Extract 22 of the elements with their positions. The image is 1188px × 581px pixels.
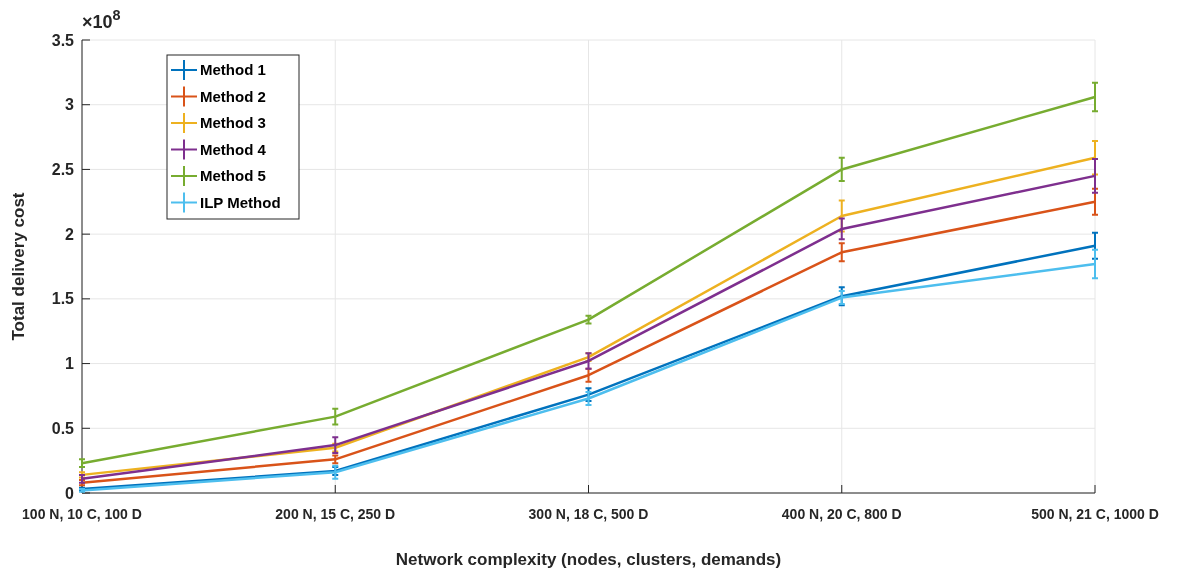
y-tick-label: 1.5 <box>51 290 75 308</box>
legend-label: Method 1 <box>200 61 266 79</box>
legend-label: ILP Method <box>200 193 281 211</box>
x-tick-label: 300 N, 18 C, 500 D <box>528 506 649 522</box>
legend-label: Method 4 <box>200 140 267 158</box>
text: ×10$^{8}$ <box>82 7 121 32</box>
y-tick-label: 2 <box>65 225 75 243</box>
y-axis-title: Total delivery cost <box>9 192 28 341</box>
legend-label: Method 2 <box>200 87 266 105</box>
y-tick-label: 3.5 <box>51 31 75 49</box>
y-tick-label: 1 <box>65 355 75 373</box>
y-tick-label: 2.5 <box>51 161 75 179</box>
y-tick-label: 0.5 <box>51 419 75 437</box>
y-tick-label: 3 <box>65 96 75 114</box>
x-tick-label: 500 N, 21 C, 1000 D <box>1031 506 1159 522</box>
x-tick-label: 400 N, 20 C, 800 D <box>781 506 902 522</box>
x-axis-title: Network complexity (nodes, clusters, demands) <box>395 550 782 569</box>
y-tick-label: 0 <box>65 484 75 502</box>
legend-label: Method 5 <box>200 167 266 185</box>
x-tick-label: 100 N, 10 C, 100 D <box>22 506 142 522</box>
x-tick-label: 200 N, 15 C, 250 D <box>275 506 396 522</box>
legend-label: Method 3 <box>200 114 266 132</box>
